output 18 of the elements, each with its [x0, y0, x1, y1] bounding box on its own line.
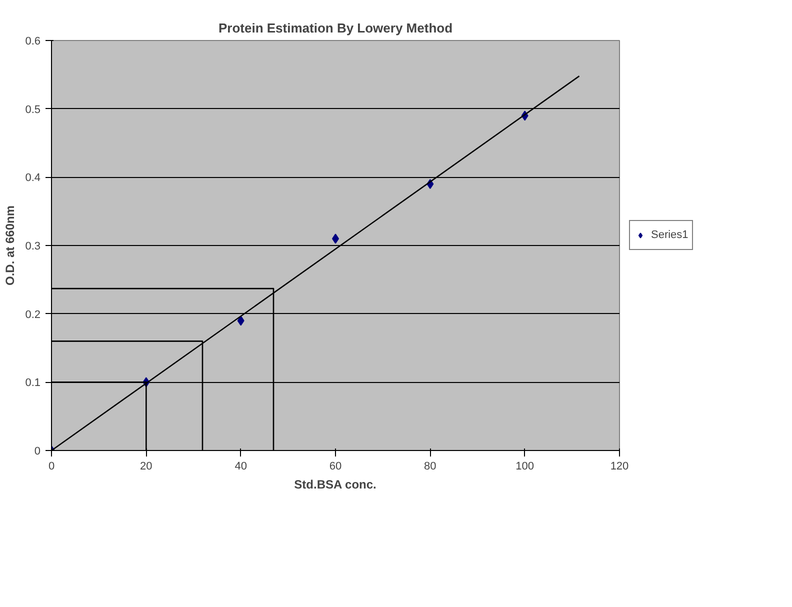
x-tick-label: 20 — [140, 460, 152, 472]
legend-label: Series1 — [651, 229, 688, 241]
y-tick-label: 0.6 — [25, 36, 41, 48]
x-axis-title: Std.BSA conc. — [294, 478, 376, 492]
y-tick-label: 0.4 — [25, 172, 41, 184]
x-tick-label: 100 — [516, 460, 534, 472]
y-tick-label: 0 — [34, 446, 41, 458]
chart-title: Protein Estimation By Lowery Method — [218, 20, 453, 36]
x-tick-label: 80 — [424, 460, 436, 472]
x-tick-label: 120 — [610, 460, 629, 472]
y-tick-label: 0.2 — [25, 308, 41, 321]
x-tick-label: 0 — [48, 460, 55, 472]
y-tick-label: 0.5 — [25, 104, 41, 116]
x-tick-label: 60 — [329, 460, 342, 472]
y-axis-title: O.D. at 660nm — [3, 205, 18, 286]
y-tick-label: 0.1 — [25, 377, 41, 390]
x-tick-label: 40 — [234, 460, 247, 472]
y-tick-label: 0.3 — [25, 240, 41, 252]
